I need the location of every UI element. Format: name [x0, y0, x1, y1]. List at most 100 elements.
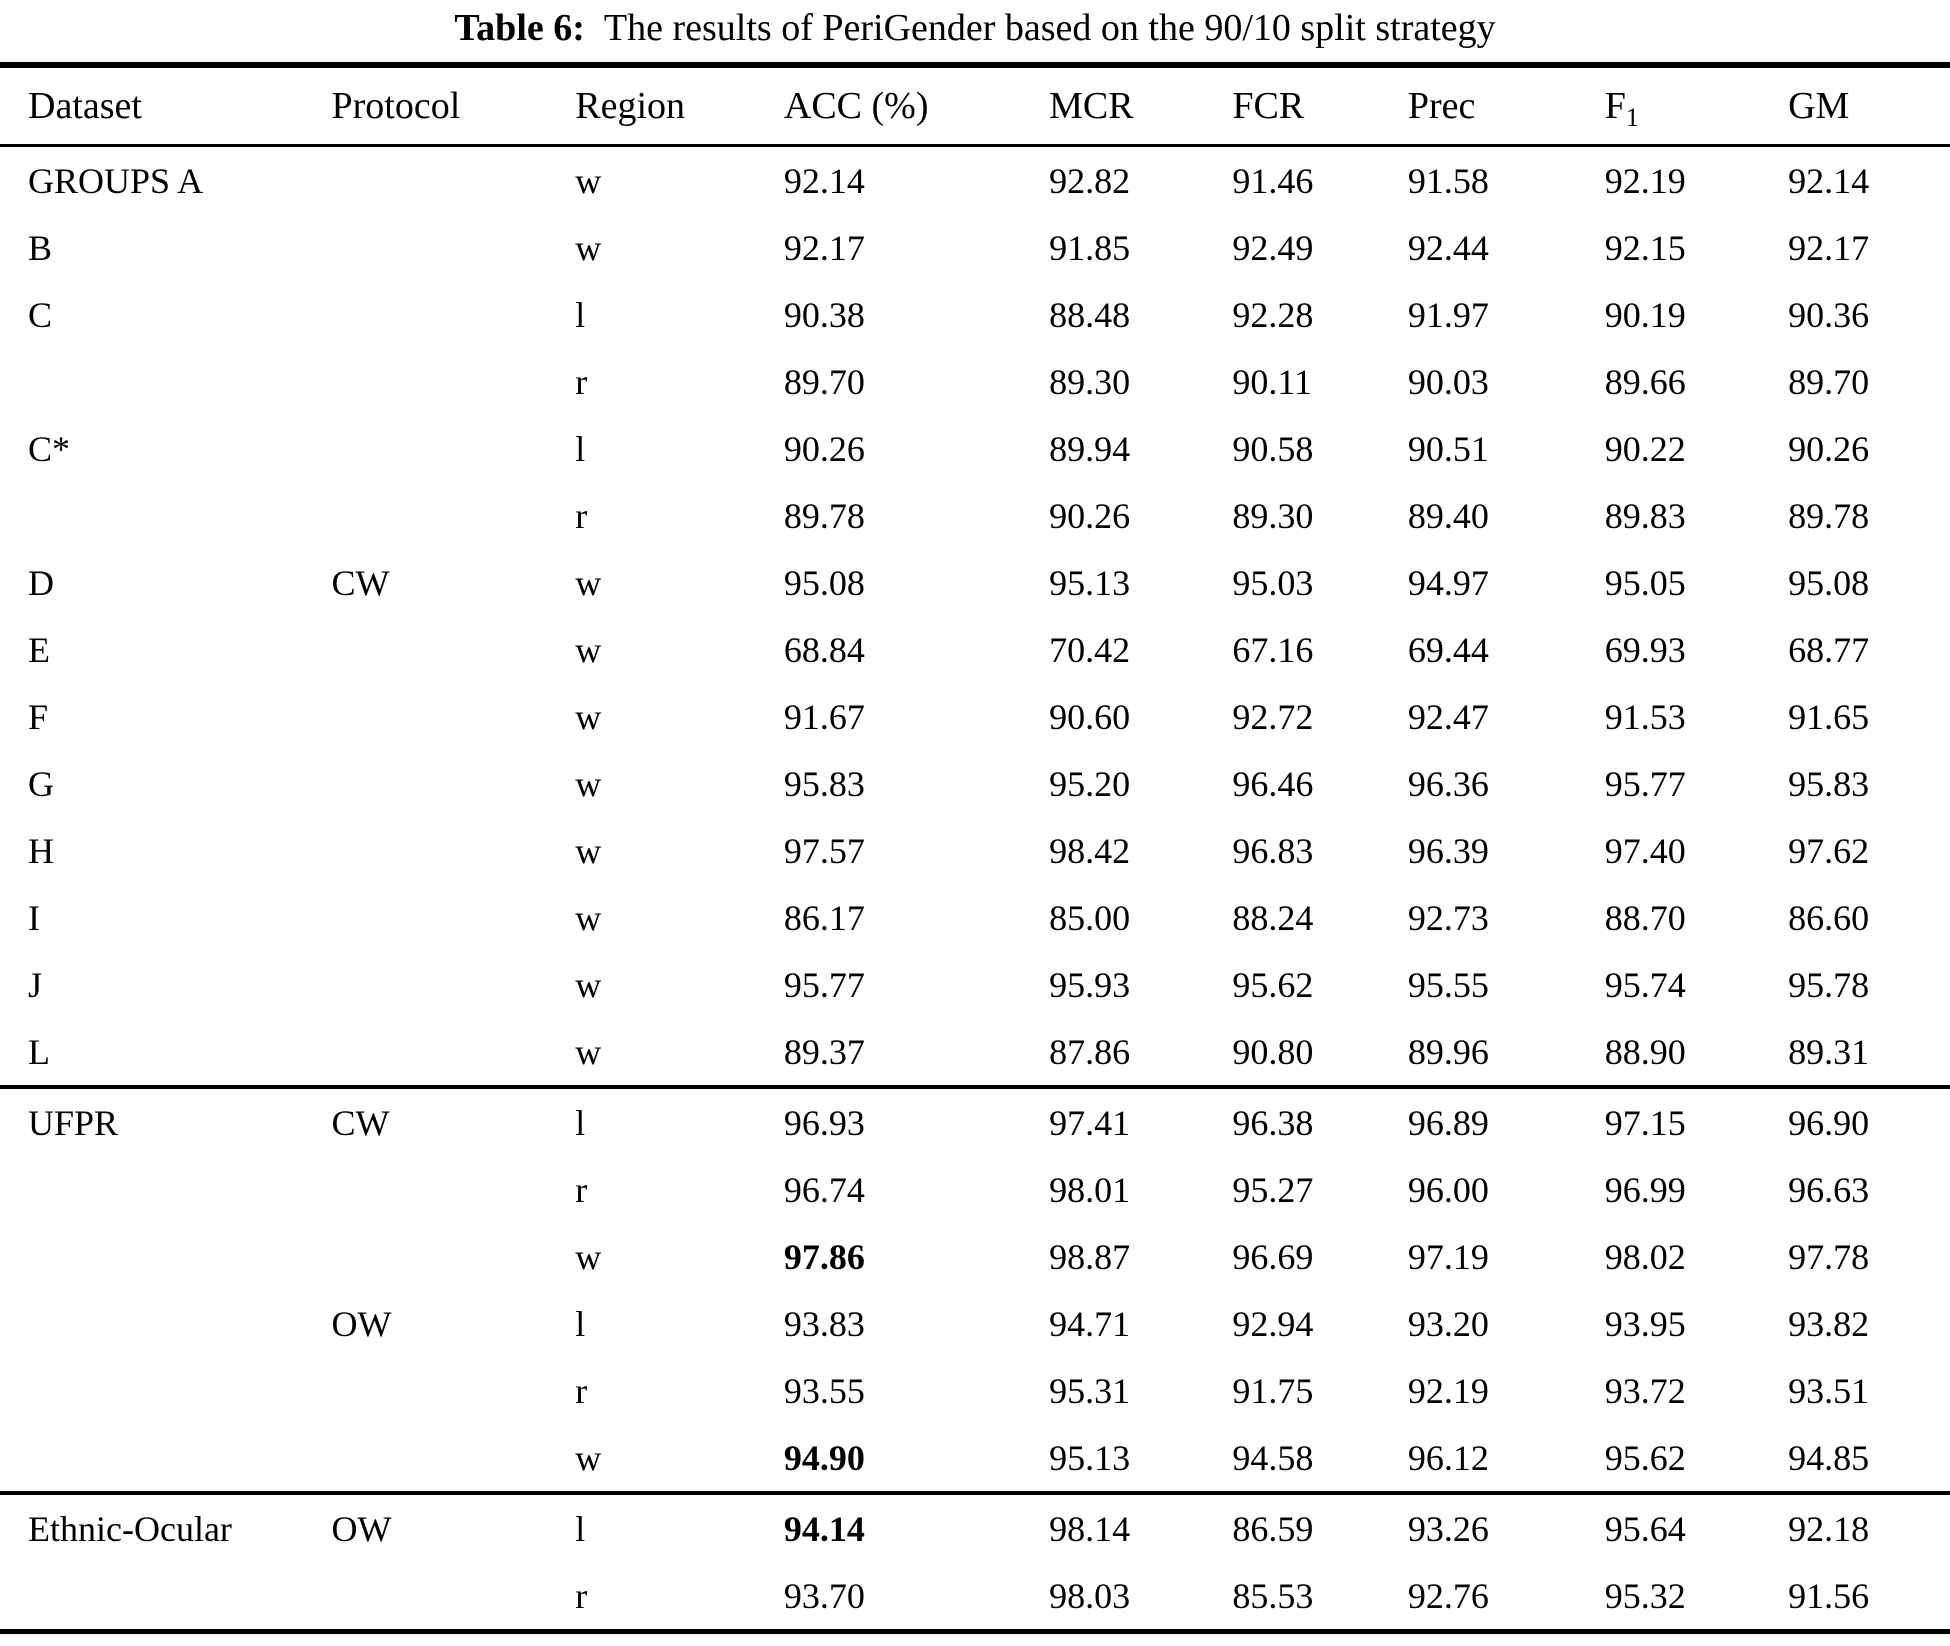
dataset-cell: [0, 348, 332, 415]
mcr-cell: 98.01: [1049, 1169, 1131, 1210]
fcr-cell: 92.28: [1232, 294, 1314, 335]
gm-cell: 68.77: [1788, 629, 1870, 670]
protocol-cell: [332, 951, 576, 1018]
table-row: H w 97.57 98.42 96.83 96.39 97.40 97.62: [0, 817, 1950, 884]
prec-cell: 92.73: [1407, 897, 1489, 938]
acc-cell: 96.93: [783, 1102, 865, 1143]
gm-cell: 97.62: [1788, 830, 1870, 871]
acc-cell: 92.14: [783, 160, 865, 201]
mcr-cell: 87.86: [1049, 1031, 1131, 1072]
acc-cell: 86.17: [783, 897, 865, 938]
table-row: C l 90.38 88.48 92.28 91.97 90.19 90.36: [0, 281, 1950, 348]
table-row: F w 91.67 90.60 92.72 92.47 91.53 91.65: [0, 683, 1950, 750]
mcr-cell: 85.00: [1049, 897, 1131, 938]
table-row: B w 92.17 91.85 92.49 92.44 92.15 92.17: [0, 214, 1950, 281]
protocol-cell: [332, 1156, 576, 1223]
gm-cell: 91.56: [1788, 1575, 1870, 1616]
acc-cell: 96.74: [783, 1169, 865, 1210]
protocol-cell: [332, 1424, 576, 1493]
f1-cell: 90.22: [1604, 428, 1686, 469]
prec-cell: 96.00: [1407, 1169, 1489, 1210]
gm-cell: 93.82: [1788, 1303, 1870, 1344]
f1-cell: 95.64: [1604, 1508, 1686, 1549]
dataset-cell: D: [28, 562, 54, 603]
fcr-cell: 94.58: [1232, 1437, 1314, 1478]
acc-cell: 89.37: [783, 1031, 865, 1072]
f1-cell: 98.02: [1604, 1236, 1686, 1277]
table-row: C* l 90.26 89.94 90.58 90.51 90.22 90.26: [0, 415, 1950, 482]
dataset-cell: E: [28, 629, 50, 670]
f1-cell: 88.70: [1604, 897, 1686, 938]
region-cell: w: [575, 964, 602, 1005]
fcr-cell: 90.58: [1232, 428, 1314, 469]
fcr-cell: 90.11: [1232, 361, 1313, 402]
region-cell: r: [575, 1370, 588, 1411]
gm-cell: 95.78: [1788, 964, 1870, 1005]
region-cell: w: [575, 227, 602, 268]
col-header-protocol: Protocol: [331, 65, 576, 147]
f1-cell: 95.77: [1604, 763, 1686, 804]
prec-cell: 90.03: [1407, 361, 1489, 402]
f1-cell: 92.15: [1604, 227, 1686, 268]
protocol-cell: CW: [331, 562, 390, 603]
region-cell: l: [575, 428, 586, 469]
table-row: J w 95.77 95.93 95.62 95.55 95.74 95.78: [0, 951, 1950, 1018]
region-cell: w: [575, 160, 602, 201]
dataset-cell: [0, 1156, 332, 1223]
protocol-cell: [332, 281, 576, 348]
table-caption-text: The results of PeriGender based on the 9…: [603, 7, 1496, 49]
acc-cell: 95.83: [783, 763, 865, 804]
section-ethnic: Ethnic-Ocular OW l 94.14 98.14 86.59 93.…: [0, 1493, 1950, 1632]
mcr-cell: 98.42: [1049, 830, 1131, 871]
dataset-cell: GROUPS A: [28, 160, 204, 201]
acc-cell: 68.84: [783, 629, 865, 670]
table-row: r 93.70 98.03 85.53 92.76 95.32 91.56: [0, 1562, 1950, 1632]
protocol-cell: [332, 348, 576, 415]
fcr-cell: 92.72: [1232, 696, 1314, 737]
mcr-cell: 90.60: [1049, 696, 1131, 737]
region-cell: w: [575, 629, 602, 670]
region-cell: w: [575, 696, 602, 737]
dataset-cell: [0, 1357, 332, 1424]
fcr-cell: 96.38: [1232, 1102, 1314, 1143]
protocol-cell: [332, 884, 576, 951]
protocol-cell: [332, 1018, 576, 1087]
region-cell: w: [575, 1236, 602, 1277]
table-row: D CW w 95.08 95.13 95.03 94.97 95.05 95.…: [0, 549, 1950, 616]
table-row: w 97.86 98.87 96.69 97.19 98.02 97.78: [0, 1223, 1950, 1290]
dataset-cell: G: [28, 763, 54, 804]
protocol-cell: [332, 817, 576, 884]
gm-cell: 97.78: [1788, 1236, 1870, 1277]
mcr-cell: 89.94: [1049, 428, 1131, 469]
protocol-cell: [332, 1357, 576, 1424]
f1-cell: 90.19: [1604, 294, 1686, 335]
region-cell: w: [575, 562, 602, 603]
region-cell: w: [575, 897, 602, 938]
col-header-acc: ACC (%): [783, 65, 1050, 147]
section-ufpr: UFPR CW l 96.93 97.41 96.38 96.89 97.15 …: [0, 1087, 1950, 1493]
prec-cell: 92.76: [1407, 1575, 1489, 1616]
gm-cell: 93.51: [1788, 1370, 1870, 1411]
fcr-cell: 86.59: [1232, 1508, 1314, 1549]
table-row: L w 89.37 87.86 90.80 89.96 88.90 89.31: [0, 1018, 1950, 1087]
prec-cell: 93.20: [1407, 1303, 1489, 1344]
protocol-cell: [332, 683, 576, 750]
dataset-cell: [0, 1424, 332, 1493]
section-groups: GROUPS A w 92.14 92.82 91.46 91.58 92.19…: [0, 146, 1950, 1087]
protocol-cell: [332, 482, 576, 549]
region-cell: l: [575, 1508, 586, 1549]
dataset-cell: Ethnic-Ocular: [28, 1508, 232, 1549]
prec-cell: 93.26: [1407, 1508, 1489, 1549]
acc-cell: 93.83: [783, 1303, 865, 1344]
mcr-cell: 94.71: [1049, 1303, 1131, 1344]
table-row: r 93.55 95.31 91.75 92.19 93.72 93.51: [0, 1357, 1950, 1424]
table-row: w 94.90 95.13 94.58 96.12 95.62 94.85: [0, 1424, 1950, 1493]
f1-cell: 89.66: [1604, 361, 1686, 402]
table-row: G w 95.83 95.20 96.46 96.36 95.77 95.83: [0, 750, 1950, 817]
protocol-cell: [332, 415, 576, 482]
mcr-cell: 95.13: [1049, 562, 1131, 603]
acc-cell: 89.70: [783, 361, 865, 402]
acc-cell: 94.14: [783, 1508, 865, 1549]
region-cell: l: [575, 1102, 586, 1143]
dataset-cell: B: [28, 227, 53, 268]
